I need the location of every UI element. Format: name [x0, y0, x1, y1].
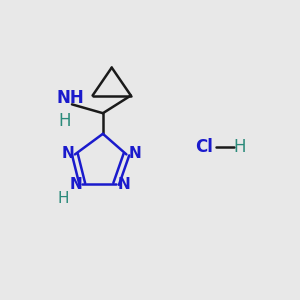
Text: N: N [117, 177, 130, 192]
Text: H: H [57, 191, 69, 206]
Text: H: H [234, 138, 246, 156]
Text: N: N [61, 146, 74, 161]
Text: NH: NH [57, 89, 84, 107]
Text: N: N [69, 177, 82, 192]
Text: H: H [58, 112, 71, 130]
Text: Cl: Cl [196, 138, 213, 156]
Text: N: N [128, 146, 141, 161]
